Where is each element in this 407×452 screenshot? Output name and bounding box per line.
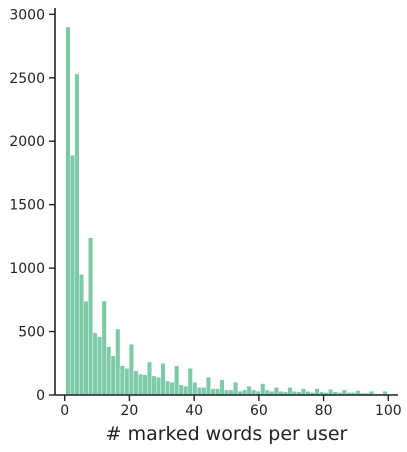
histogram-bar (147, 361, 152, 396)
y-tick-label: 1000 (9, 261, 45, 277)
x-tick-label: 20 (121, 403, 139, 419)
histogram-bar (205, 377, 211, 396)
histogram-bar (83, 300, 89, 396)
x-tick-label: 40 (185, 403, 203, 419)
x-axis-title: # marked words per user (106, 423, 348, 445)
x-tick-label: 0 (60, 403, 69, 419)
histogram-bar (214, 388, 220, 396)
y-tick-label: 0 (36, 388, 45, 404)
x-axis: 0 20 40 60 80 100 (55, 394, 402, 419)
histogram-bar (192, 382, 198, 396)
x-tick-label: 80 (315, 403, 333, 419)
histogram-bar (137, 373, 143, 396)
histogram-bar (233, 382, 239, 396)
histogram-bar (70, 154, 75, 396)
histogram-bar (301, 388, 306, 396)
histogram-bar (128, 344, 134, 396)
y-tick-label: 500 (18, 325, 45, 341)
histogram-bar (165, 380, 171, 396)
x-tick-label: 100 (375, 403, 402, 419)
histogram-bar (196, 387, 202, 396)
histogram-bar (201, 387, 207, 396)
histogram-bar (169, 382, 175, 396)
histogram-bar (65, 26, 71, 396)
histogram-bar (119, 365, 125, 396)
histogram-bar (314, 388, 320, 396)
histogram-bar (101, 300, 107, 396)
histogram-bar (210, 388, 216, 396)
histogram-bar (273, 387, 279, 396)
y-tick-label: 3000 (9, 7, 45, 23)
y-tick-label: 1500 (9, 198, 45, 214)
histogram-bar (183, 385, 189, 396)
bars-group (65, 26, 388, 396)
histogram-bar (287, 387, 293, 396)
y-tick-label: 2000 (9, 134, 45, 150)
y-tick-label: 2500 (9, 71, 45, 87)
histogram-bar (219, 379, 225, 396)
histogram-bar (174, 365, 180, 396)
histogram-bar (328, 389, 334, 396)
histogram-bar (187, 368, 193, 396)
histogram-bar (74, 73, 80, 396)
histogram-bar (142, 374, 148, 396)
histogram-bar (260, 383, 266, 396)
histogram-bar (151, 375, 157, 396)
histogram-bar (124, 368, 130, 396)
y-axis: 0 500 1000 1500 2000 2500 3000 (9, 7, 56, 404)
histogram-bar (88, 237, 94, 396)
histogram-bar (79, 274, 84, 396)
histogram-bar (246, 385, 252, 396)
histogram-bar (97, 336, 103, 396)
histogram-bar (133, 370, 139, 396)
histogram-bar (115, 328, 121, 396)
histogram-bar (92, 332, 98, 396)
x-tick-label: 60 (250, 403, 268, 419)
histogram-bar (156, 377, 162, 396)
histogram-bar (110, 355, 116, 396)
histogram-bar (106, 346, 112, 396)
histogram-bar (160, 363, 166, 396)
histogram-bar (178, 384, 184, 396)
